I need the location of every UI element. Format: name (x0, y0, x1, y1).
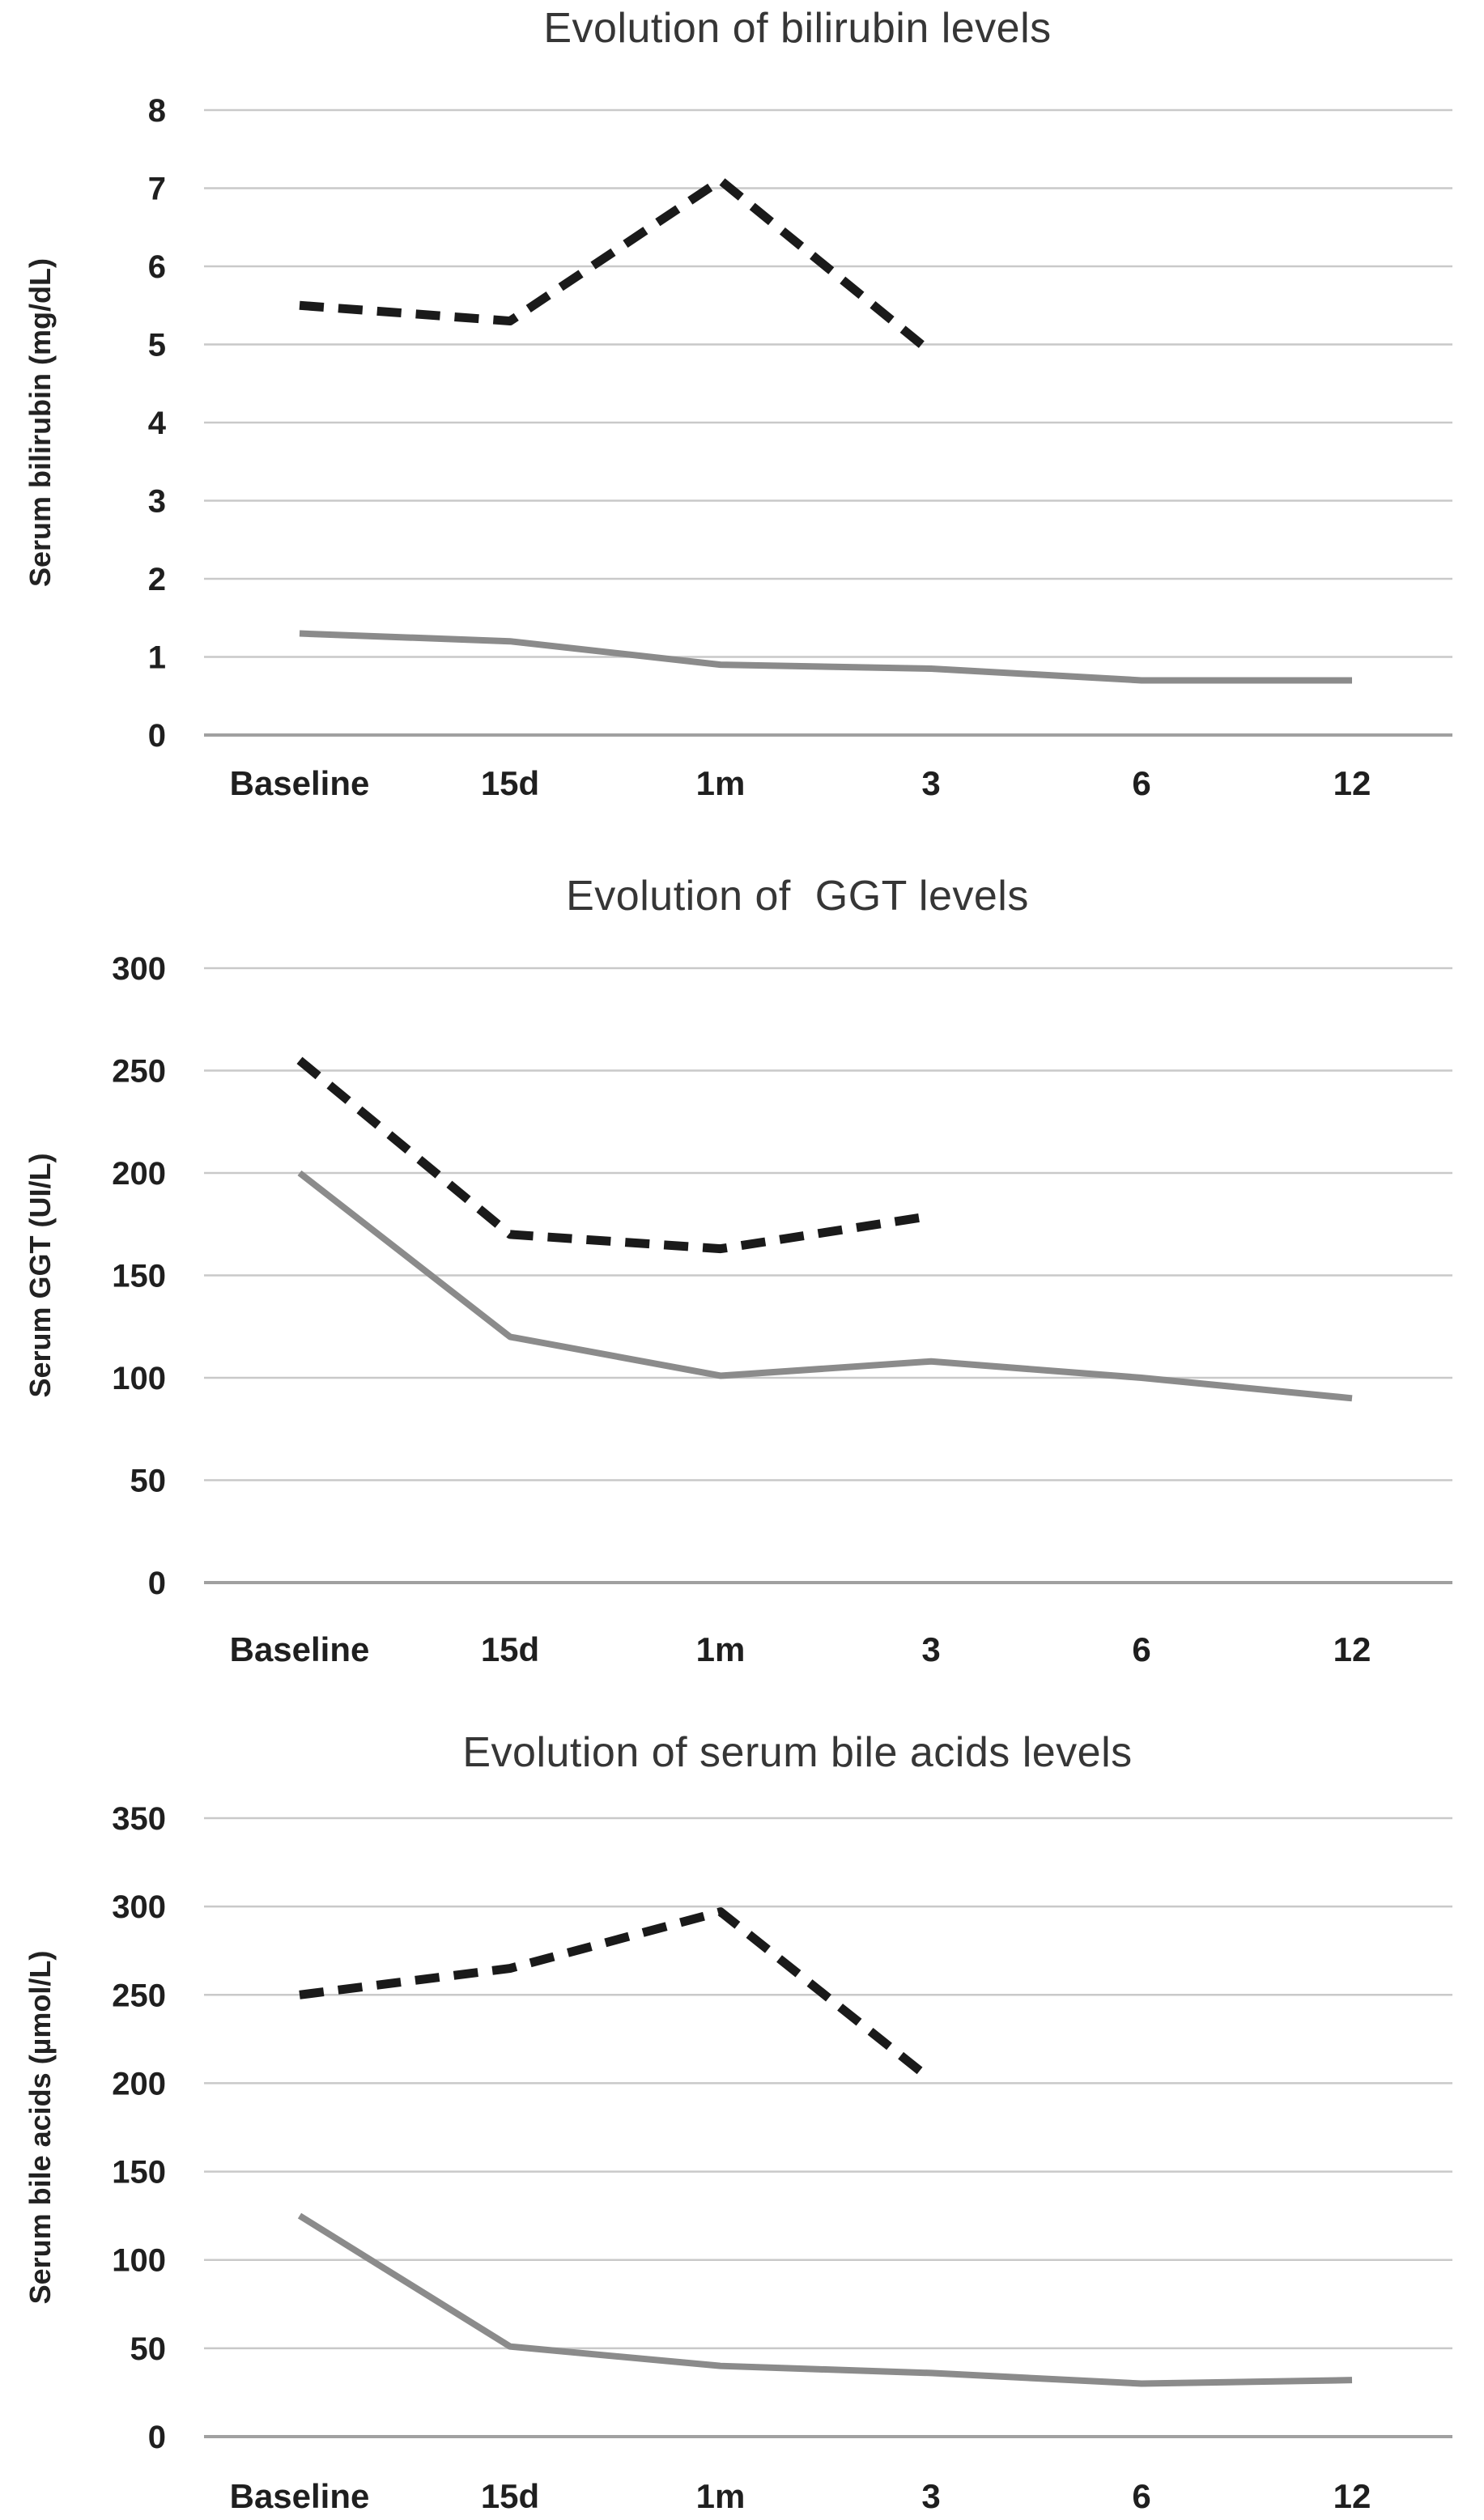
x-tick-label: 15d (481, 764, 539, 802)
chart-title: Evolution of serum bile acids levels (462, 1729, 1132, 1776)
y-tick-label: 200 (112, 2066, 166, 2101)
chart-title: Evolution of GGT levels (566, 873, 1029, 920)
y-tick-label: 4 (148, 406, 167, 441)
x-tick-label: 1m (696, 2477, 746, 2515)
x-tick-label: 12 (1333, 1630, 1371, 1668)
bilirubin-chart-section: 0 1 2 3 4 5 6 7 8 Baseline 15d 1m 3 6 12 Evolution of b… (0, 0, 1484, 842)
y-tick-label: 300 (112, 951, 166, 987)
x-tick-label: 3 (921, 2477, 940, 2515)
solid-series-line (297, 2212, 1353, 2387)
solid-series-line (299, 630, 1352, 684)
y-tick-label: 200 (112, 1156, 166, 1192)
x-tick-label: 1m (696, 764, 746, 802)
y-tick-label: 350 (112, 1801, 166, 1837)
bile-acids-chart: 0 50 100 150 200 250 300 350 Baseline 15d 1m 3 6 12 Ev… (23, 1729, 1452, 2515)
x-tick-label: 15d (481, 2477, 539, 2515)
x-tick-label: 12 (1333, 2477, 1371, 2515)
y-tick-label: 6 (148, 249, 166, 285)
y-tick-label: 100 (112, 2243, 166, 2279)
y-tick-label: 2 (148, 562, 166, 597)
x-tick-label: 15d (481, 1630, 539, 1668)
y-tick-label: 250 (112, 1978, 166, 2013)
y-tick-label: 0 (148, 718, 166, 754)
x-tick-label: 6 (1132, 1630, 1150, 1668)
y-tick-label: 5 (148, 328, 166, 363)
x-tick-label: 6 (1132, 764, 1150, 802)
chart-title: Evolution of bilirubin levels (543, 5, 1051, 52)
x-tick-label: Baseline (230, 2477, 370, 2515)
x-tick-label: 12 (1333, 764, 1371, 802)
y-tick-label: 150 (112, 2155, 166, 2191)
ggt-chart-section: 0 50 100 150 200 250 300 Baseline 15d 1m 3 6 12 Evolu… (0, 842, 1484, 1716)
solid-series-line (297, 1170, 1353, 1402)
x-tick-label: Baseline (230, 1630, 370, 1668)
y-tick-label: 150 (112, 1259, 166, 1294)
y-tick-label: 0 (148, 1566, 166, 1601)
dashed-series-line (299, 1907, 934, 2084)
ggt-chart: 0 50 100 150 200 250 300 Baseline 15d 1m 3 6 12 Evolu… (23, 873, 1452, 1668)
y-tick-label: 100 (112, 1361, 166, 1396)
x-tick-label: 3 (921, 1630, 940, 1668)
y-tick-label: 8 (148, 93, 166, 129)
dashed-series-line (299, 176, 934, 356)
y-axis-title: Serum GGT (UI/L) (23, 1153, 57, 1397)
y-tick-label: 300 (112, 1889, 166, 1925)
x-tick-label: 1m (696, 1630, 746, 1668)
x-tick-label: 6 (1132, 2477, 1150, 2515)
y-tick-label: 3 (148, 484, 166, 520)
bile-acids-chart-section: 0 50 100 150 200 250 300 350 Baseline 15d 1m 3 6 12 Ev… (0, 1716, 1484, 2520)
y-axis-title: Serum bile acids (µmol/L) (23, 1951, 57, 2305)
x-tick-label: 3 (921, 764, 940, 802)
y-tick-label: 0 (148, 2420, 166, 2455)
y-tick-label: 50 (130, 2331, 167, 2367)
y-tick-label: 50 (130, 1464, 167, 1499)
y-tick-label: 7 (148, 172, 166, 207)
y-tick-label: 1 (148, 640, 166, 676)
dashed-series-line (296, 1056, 932, 1254)
y-axis-title: Serum bilirubin (mg/dL) (23, 258, 57, 587)
y-tick-label: 250 (112, 1054, 166, 1090)
x-tick-label: Baseline (230, 764, 370, 802)
